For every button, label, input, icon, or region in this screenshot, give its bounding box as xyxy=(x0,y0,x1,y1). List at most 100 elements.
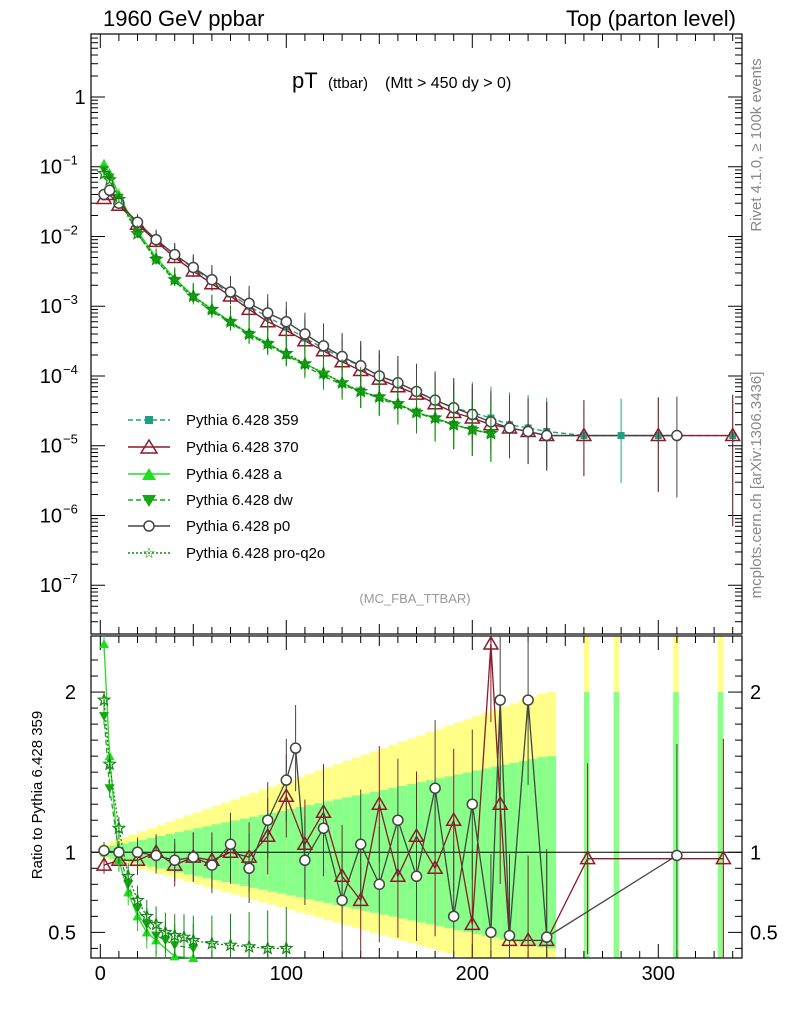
ratio-point xyxy=(243,862,255,875)
ratio-point xyxy=(494,694,506,706)
data-point xyxy=(223,313,238,329)
ratio-point xyxy=(139,908,155,923)
data-point xyxy=(204,301,220,316)
ratio-tick-label-right: 2 xyxy=(750,682,761,704)
ratio-point xyxy=(150,849,162,862)
ratio-point xyxy=(185,932,201,947)
data-point xyxy=(371,389,387,404)
ratio-point xyxy=(130,892,145,907)
data-point xyxy=(278,345,294,360)
x-tick-label: 300 xyxy=(642,963,675,985)
data-point xyxy=(224,286,237,298)
data-point xyxy=(617,432,625,440)
ratio-point xyxy=(336,894,348,907)
ratio-point xyxy=(426,859,444,875)
ratio-point xyxy=(463,915,481,931)
ratio-point xyxy=(280,774,293,786)
ratio-point xyxy=(579,850,596,865)
data-point xyxy=(483,425,499,440)
data-point xyxy=(260,335,276,351)
band-green xyxy=(717,692,724,958)
ratio-point xyxy=(131,846,144,859)
data-point xyxy=(724,427,742,442)
ratio-point xyxy=(466,798,479,810)
ratio-point xyxy=(168,854,181,867)
legend-entry-370: Pythia 6.428 370 xyxy=(128,438,299,456)
data-point xyxy=(522,425,534,438)
ratio-point xyxy=(540,931,553,943)
series-line xyxy=(103,173,492,435)
data-point xyxy=(261,307,274,319)
ratio-point xyxy=(187,851,200,863)
ratio-point xyxy=(410,870,423,883)
y-tick-label: 10 xyxy=(40,157,62,179)
data-point xyxy=(206,273,218,286)
ratio-axis-label: Ratio to Pythia 6.428 359 xyxy=(29,711,46,879)
ratio-point xyxy=(99,639,110,649)
ratio-point xyxy=(370,795,388,810)
ratio-point xyxy=(289,742,302,754)
y-tick-exponent: −4 xyxy=(63,362,78,377)
band-green xyxy=(613,692,620,958)
data-point xyxy=(503,422,516,434)
data-point xyxy=(334,375,350,389)
y-tick-exponent: −7 xyxy=(63,571,78,586)
legend-entry-pq2o: ☆ Pythia 6.428 pro-q2o xyxy=(128,545,325,562)
ratio-point xyxy=(158,924,173,939)
axes-frame xyxy=(90,33,743,959)
ratio-point xyxy=(299,854,311,867)
legend-entry-p0: Pythia 6.428 p0 xyxy=(128,518,290,535)
data-point xyxy=(649,427,667,442)
data-point xyxy=(299,328,311,340)
ratio-point xyxy=(206,859,218,871)
legend-marker-359 xyxy=(145,416,153,424)
mcplots-label: mcplots.cern.ch [arXiv:1306.3436] xyxy=(748,372,765,599)
band-green xyxy=(583,692,590,958)
legend-label-a: Pythia 6.428 a xyxy=(186,466,283,483)
data-point xyxy=(148,251,164,266)
data-point xyxy=(464,422,480,436)
legend-label-dw: Pythia 6.428 dw xyxy=(186,492,293,509)
data-point xyxy=(150,233,162,246)
ratio-markers xyxy=(95,635,732,962)
data-point xyxy=(297,355,313,371)
chart-title-sub1: (ttbar) xyxy=(328,75,368,92)
legend-label-370: Pythia 6.428 370 xyxy=(186,439,299,456)
x-tick-label: 200 xyxy=(456,963,489,985)
data-point xyxy=(446,416,462,432)
ratio-point xyxy=(176,929,192,944)
y-tick-label: 10 xyxy=(40,436,62,458)
data-point xyxy=(427,410,443,425)
legend-label-pq2o: Pythia 6.428 pro-q2o xyxy=(186,545,325,562)
ratio-point xyxy=(373,878,386,891)
ratio-point xyxy=(104,784,115,794)
legend-marker-370 xyxy=(139,438,159,454)
legend: Pythia 6.428 359 Pythia 6.428 370 Pythia… xyxy=(128,412,325,562)
y-tick-label: 10 xyxy=(40,366,62,388)
data-point xyxy=(671,429,683,442)
legend-marker-pq2o: ☆ xyxy=(142,545,155,562)
legend-marker-a xyxy=(142,468,156,480)
ratio-point xyxy=(120,868,136,883)
ratio-point xyxy=(447,910,460,923)
legend-marker-dw xyxy=(142,495,156,507)
ratio-point xyxy=(429,782,441,794)
y-tick-exponent: −5 xyxy=(63,432,78,447)
ratio-point xyxy=(352,891,370,907)
data-point xyxy=(353,383,369,398)
y-tick-label: 10 xyxy=(40,505,62,527)
ratio-point xyxy=(522,694,534,706)
legend-entry-a: Pythia 6.428 a xyxy=(128,466,283,483)
y-tick-exponent: −3 xyxy=(63,292,78,307)
ratio-point xyxy=(392,814,404,826)
ratio-point xyxy=(715,850,732,865)
ratio-point xyxy=(111,820,127,835)
x-tick-label: 0 xyxy=(95,963,106,985)
data-point xyxy=(168,248,181,261)
ratio-point xyxy=(260,940,276,955)
ratio-point xyxy=(102,756,117,771)
band-green xyxy=(673,692,679,958)
data-point xyxy=(111,191,127,206)
